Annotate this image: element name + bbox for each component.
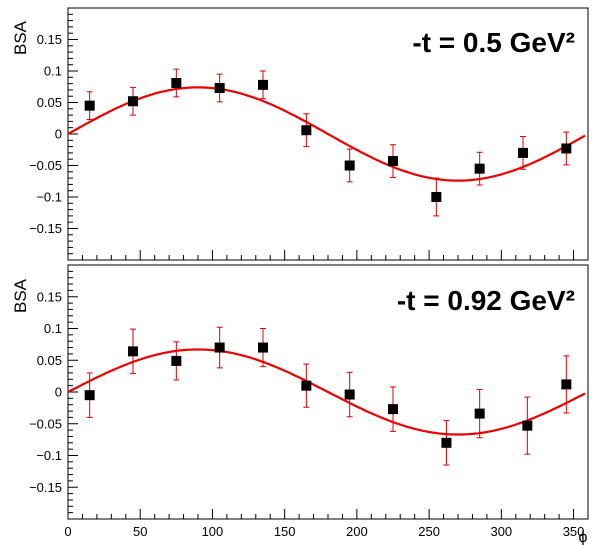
data-marker [518, 147, 528, 158]
data-point [128, 86, 138, 116]
data-point [561, 131, 572, 166]
data-point [522, 396, 533, 455]
y-tick-label: 0 [55, 127, 62, 142]
data-marker [561, 379, 572, 390]
data-point [214, 73, 225, 103]
data-marker [258, 79, 268, 90]
data-points-top [84, 68, 572, 217]
data-marker [344, 160, 355, 171]
x-tick-label: 50 [133, 524, 147, 539]
data-point [474, 388, 485, 439]
x-tick-label: 150 [274, 524, 296, 539]
data-point [344, 148, 355, 183]
x-tick-label: 200 [346, 524, 368, 539]
data-point [441, 420, 452, 466]
data-marker [301, 380, 312, 391]
x-tick-label: 300 [490, 524, 512, 539]
data-point [128, 328, 138, 375]
data-marker [474, 408, 485, 419]
data-marker [388, 404, 398, 415]
data-point [344, 371, 355, 418]
data-point [518, 136, 528, 170]
x-tick-label: 350 [563, 524, 585, 539]
x-tick-label: 250 [418, 524, 440, 539]
x-axis-bottom: 0 50 100 150 200 250 300 350 [64, 509, 589, 539]
y-tick-label: −0.1 [36, 190, 62, 205]
data-marker [561, 143, 572, 154]
data-point [388, 386, 398, 432]
chart-title-bottom: -t = 0.92 GeV² [397, 285, 575, 316]
data-point [84, 91, 95, 121]
data-point [474, 151, 485, 186]
panel-top: −0.15 −0.1 −0.05 0 0.05 0.1 0.15 BSA -t = 0.5 … [11, 7, 589, 261]
x-tick-label: 100 [202, 524, 224, 539]
y-tick-label: 0.05 [37, 95, 62, 110]
data-marker [301, 125, 312, 136]
data-marker [388, 156, 398, 167]
fit-curve-top [67, 86, 586, 182]
y-tick-label: −0.05 [29, 416, 62, 431]
x-tick-label: 0 [64, 524, 71, 539]
y-tick-label: 0.1 [44, 321, 62, 336]
data-point [258, 328, 268, 368]
y-tick-label: 0.05 [37, 353, 62, 368]
data-marker [522, 420, 533, 431]
y-tick-label: −0.05 [29, 158, 62, 173]
data-point [171, 341, 182, 381]
y-tick-label: −0.15 [29, 480, 62, 495]
data-marker [441, 437, 452, 448]
data-marker [431, 192, 442, 202]
y-axis-label-top: BSA [11, 20, 30, 55]
data-marker [128, 346, 138, 357]
data-marker [214, 342, 225, 353]
data-point [388, 144, 398, 178]
y-axis-label-bottom: BSA [11, 278, 30, 313]
y-axis-bottom: −0.15 −0.1 −0.05 0 0.05 0.1 0.15 [29, 264, 78, 520]
data-point [84, 372, 95, 418]
data-point [301, 113, 312, 148]
y-axis-top: −0.15 −0.1 −0.05 0 0.05 0.1 0.15 [29, 7, 78, 261]
data-marker [344, 389, 355, 400]
y-tick-label: 0.15 [37, 289, 62, 304]
y-tick-label: 0.15 [37, 32, 62, 47]
y-tick-label: 0.1 [44, 64, 62, 79]
y-tick-label: −0.15 [29, 221, 62, 236]
data-marker [214, 83, 225, 94]
data-points-bottom [84, 326, 572, 466]
data-marker [258, 342, 268, 353]
panel-bottom: −0.15 −0.1 −0.05 0 0.05 0.1 0.15 0 50 100 150 200 2… [11, 264, 589, 545]
data-point [258, 70, 268, 100]
y-tick-label: 0 [55, 385, 62, 400]
y-tick-label: −0.1 [36, 448, 62, 463]
data-point [301, 363, 312, 408]
data-point [214, 326, 225, 369]
fit-curve-bottom [67, 348, 586, 436]
data-marker [474, 163, 485, 174]
data-point [431, 177, 442, 217]
chart-title-top: -t = 0.5 GeV² [412, 27, 575, 58]
data-marker [171, 355, 182, 366]
data-marker [128, 96, 138, 107]
x-ticks-top [67, 250, 589, 260]
x-axis-label: ϕ [579, 529, 588, 545]
data-marker [171, 77, 182, 88]
data-marker [84, 100, 95, 111]
data-point [561, 355, 572, 414]
data-point [171, 68, 182, 98]
data-marker [84, 390, 95, 401]
